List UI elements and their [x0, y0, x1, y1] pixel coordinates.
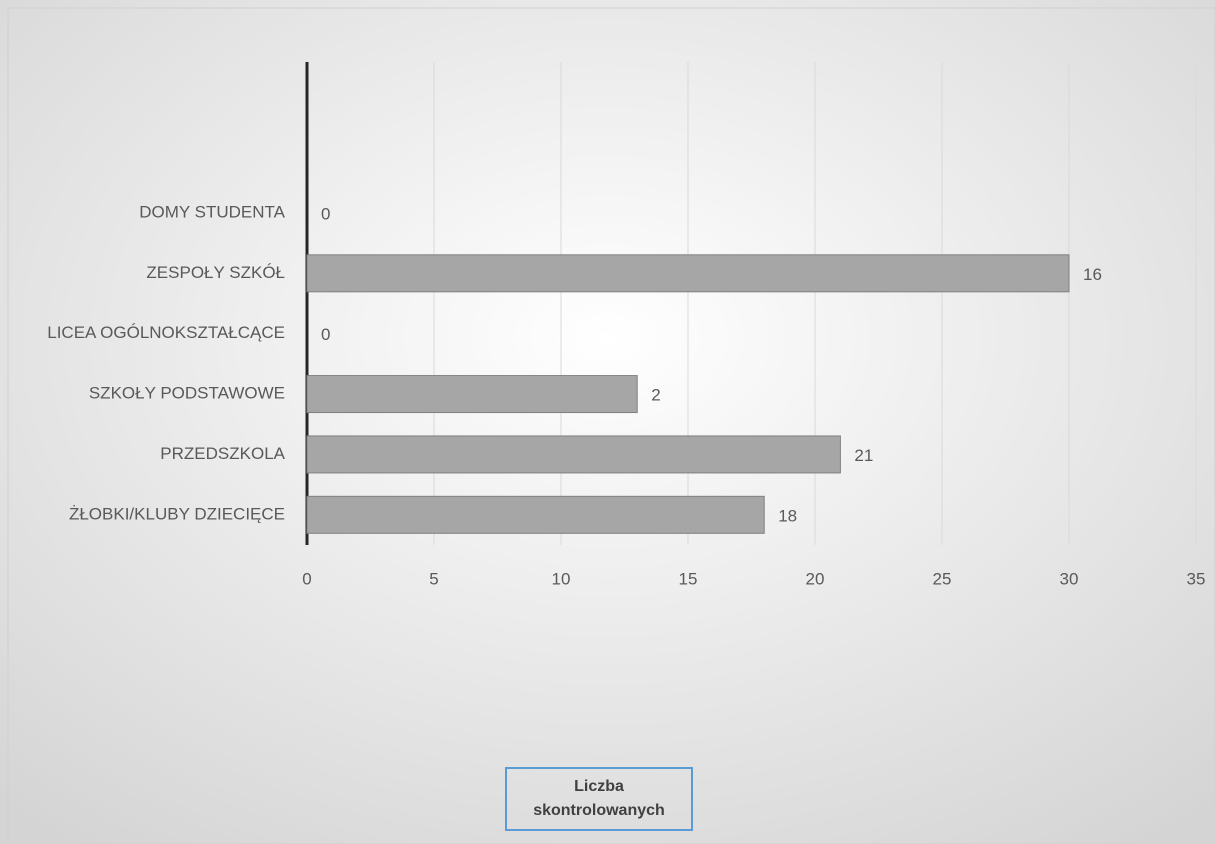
y-tick-label: ZESPOŁY SZKÓŁ — [146, 263, 285, 282]
bar — [306, 375, 638, 414]
x-tick-label: 0 — [302, 569, 311, 588]
bar — [306, 495, 765, 534]
data-label: 16 — [1083, 265, 1102, 284]
x-tick-label: 10 — [552, 569, 571, 588]
data-label: 21 — [854, 446, 873, 465]
chart-border — [7, 7, 1215, 844]
data-label: 0 — [321, 325, 330, 344]
data-label: 18 — [778, 506, 797, 525]
x-tick-label: 15 — [679, 569, 698, 588]
y-tick-label: LICEA OGÓLNOKSZTAŁCĄCE — [47, 323, 285, 342]
x-tick-label: 30 — [1060, 569, 1079, 588]
y-tick-label: ŻŁOBKI/KLUBY DZIECIĘCE — [69, 504, 285, 523]
data-label: 0 — [321, 204, 330, 223]
y-tick-label: PRZEDSZKOLA — [160, 444, 285, 463]
x-tick-label: 25 — [933, 569, 952, 588]
legend: Liczba skontrolowanych — [505, 767, 693, 831]
data-label: 2 — [651, 386, 660, 405]
x-tick-label: 35 — [1187, 569, 1206, 588]
x-tick-label: 5 — [429, 569, 438, 588]
y-tick-label: SZKOŁY PODSTAWOWE — [89, 384, 285, 403]
y-tick-label: DOMY STUDENTA — [139, 202, 285, 221]
bar — [306, 254, 1070, 293]
bar — [306, 435, 841, 474]
x-tick-label: 20 — [806, 569, 825, 588]
